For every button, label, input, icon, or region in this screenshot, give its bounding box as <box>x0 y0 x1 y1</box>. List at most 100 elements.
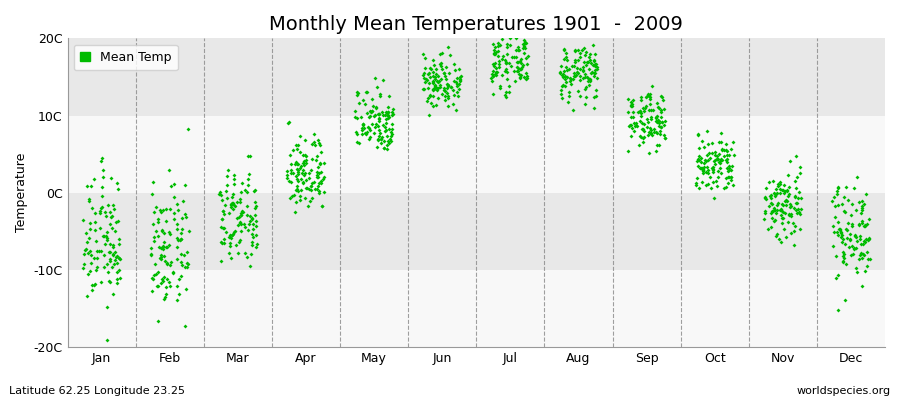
Point <box>770 200 785 206</box>
Point <box>94 204 109 211</box>
Point <box>375 122 390 128</box>
Point <box>836 249 850 255</box>
Point <box>94 155 109 161</box>
Point <box>516 44 530 51</box>
Point <box>151 233 166 239</box>
Point <box>454 74 468 80</box>
Point <box>690 132 705 138</box>
Point <box>720 148 734 155</box>
Point <box>559 50 573 56</box>
Point <box>372 116 386 123</box>
Point <box>424 100 438 106</box>
Point <box>775 201 789 207</box>
Point <box>860 221 875 227</box>
Point <box>843 236 858 243</box>
Point <box>724 174 738 180</box>
Point <box>775 214 789 221</box>
Point <box>243 218 257 224</box>
Point <box>567 57 581 63</box>
Point <box>509 35 524 41</box>
Point <box>416 50 430 57</box>
Point <box>776 208 790 215</box>
Point <box>518 31 532 38</box>
Point <box>296 162 310 168</box>
Point <box>291 142 305 148</box>
Point <box>845 223 859 229</box>
Point <box>170 256 184 262</box>
Point <box>825 242 840 249</box>
Point <box>359 131 374 137</box>
Point <box>382 137 396 144</box>
Point <box>163 283 177 290</box>
Point <box>155 227 169 233</box>
Point <box>841 196 855 203</box>
Point <box>380 142 394 149</box>
Point <box>499 60 513 66</box>
Point <box>572 76 587 83</box>
Point <box>104 225 119 232</box>
Point <box>624 98 638 105</box>
Point <box>422 93 436 100</box>
Point <box>234 211 248 218</box>
Point <box>706 158 721 164</box>
Point <box>648 148 662 154</box>
Point <box>438 97 453 103</box>
Point <box>767 207 781 214</box>
Point <box>765 201 779 208</box>
Point <box>588 60 602 67</box>
Point <box>154 244 168 251</box>
Point <box>844 212 859 218</box>
Point <box>789 152 804 159</box>
Point <box>852 221 867 228</box>
Point <box>295 179 310 186</box>
Point <box>373 93 387 99</box>
Point <box>790 195 805 201</box>
Point <box>171 237 185 243</box>
Point <box>652 142 666 148</box>
Point <box>378 124 392 130</box>
Point <box>298 136 312 143</box>
Point <box>484 71 499 78</box>
Point <box>235 208 249 214</box>
Point <box>419 98 434 105</box>
Point <box>846 251 860 258</box>
Point <box>705 164 719 171</box>
Point <box>80 292 94 299</box>
Point <box>516 62 530 68</box>
Point <box>438 88 453 94</box>
Point <box>635 120 650 126</box>
Point <box>701 170 716 176</box>
Point <box>223 201 238 207</box>
Point <box>371 111 385 118</box>
Point <box>366 130 381 136</box>
Point <box>291 187 305 194</box>
Point <box>498 68 512 74</box>
Point <box>781 219 796 226</box>
Point <box>762 179 777 186</box>
Point <box>234 220 248 227</box>
Point <box>436 70 451 76</box>
Point <box>489 49 503 55</box>
Point <box>310 172 324 179</box>
Point <box>689 174 704 181</box>
Point <box>289 186 303 192</box>
Point <box>222 243 237 249</box>
Title: Monthly Mean Temperatures 1901  -  2009: Monthly Mean Temperatures 1901 - 2009 <box>269 15 683 34</box>
Point <box>633 133 647 139</box>
Point <box>698 156 712 163</box>
Point <box>579 49 593 55</box>
Point <box>381 108 395 115</box>
Point <box>364 134 378 140</box>
Point <box>650 142 664 148</box>
Point <box>559 63 573 70</box>
Point <box>365 120 380 127</box>
Point <box>859 236 873 243</box>
Point <box>649 115 663 121</box>
Point <box>567 58 581 65</box>
Point <box>104 208 118 215</box>
Point <box>439 85 454 92</box>
Point <box>99 232 113 239</box>
Point <box>283 119 297 125</box>
Point <box>849 207 863 213</box>
Point <box>144 251 158 257</box>
